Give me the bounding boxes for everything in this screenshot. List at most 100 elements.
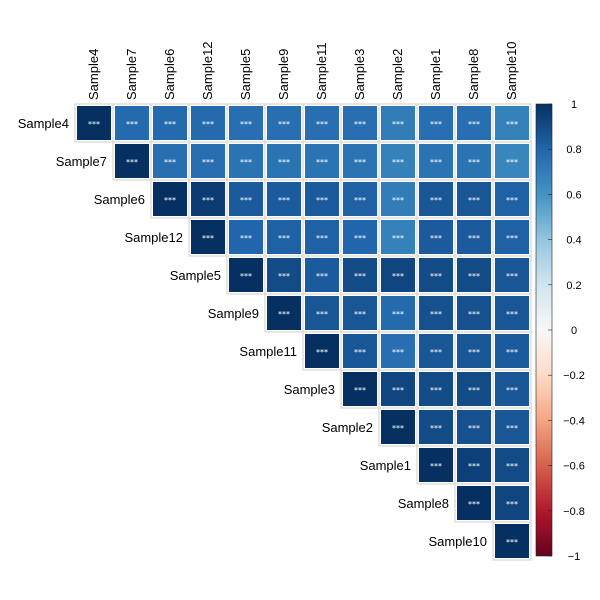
significance-mark: *** — [468, 310, 480, 319]
heatmap-cell-Sample11-Sample2 — [381, 334, 415, 368]
significance-mark: *** — [354, 234, 366, 243]
heatmap-cell-Sample2-Sample1 — [419, 410, 453, 444]
column-label-Sample6: Sample6 — [162, 49, 177, 100]
heatmap-cell-Sample1-Sample8 — [457, 448, 491, 482]
significance-mark: *** — [392, 158, 404, 167]
significance-mark: *** — [354, 348, 366, 357]
significance-mark: *** — [392, 272, 404, 281]
heatmap-cell-Sample12-Sample2 — [381, 220, 415, 254]
heatmap-cell-Sample5-Sample9 — [267, 258, 301, 292]
significance-mark: *** — [430, 158, 442, 167]
colorbar-tick-label: −0.6 — [563, 461, 585, 473]
significance-mark: *** — [354, 310, 366, 319]
heatmap-cell-Sample11-Sample11 — [305, 334, 339, 368]
significance-mark: *** — [316, 158, 328, 167]
colorbar-tick-label: 0.2 — [566, 280, 581, 292]
significance-mark: *** — [240, 272, 252, 281]
heatmap-cell-Sample5-Sample2 — [381, 258, 415, 292]
significance-mark: *** — [392, 386, 404, 395]
heatmap-cell-Sample12-Sample3 — [343, 220, 377, 254]
heatmap-cell-Sample6-Sample9 — [267, 182, 301, 216]
heatmap-cell-Sample7-Sample7 — [115, 144, 149, 178]
significance-mark: *** — [164, 158, 176, 167]
heatmap-cell-Sample6-Sample1 — [419, 182, 453, 216]
row-label-Sample9: Sample9 — [208, 306, 259, 321]
significance-mark: *** — [202, 196, 214, 205]
significance-mark: *** — [506, 500, 518, 509]
heatmap-cell-Sample12-Sample5 — [229, 220, 263, 254]
significance-mark: *** — [430, 196, 442, 205]
heatmap-cell-Sample11-Sample3 — [343, 334, 377, 368]
significance-mark: *** — [506, 158, 518, 167]
column-label-Sample1: Sample1 — [428, 49, 443, 100]
row-label-Sample5: Sample5 — [170, 268, 221, 283]
heatmap-cell-Sample7-Sample5 — [229, 144, 263, 178]
colorbar-tick-label: −0.4 — [563, 415, 585, 427]
heatmap-cell-Sample12-Sample1 — [419, 220, 453, 254]
heatmap-cell-Sample7-Sample10 — [495, 144, 529, 178]
significance-mark: *** — [468, 158, 480, 167]
heatmap-cell-Sample4-Sample3 — [343, 106, 377, 140]
row-label-Sample2: Sample2 — [322, 420, 373, 435]
significance-mark: *** — [468, 272, 480, 281]
heatmap-cell-Sample4-Sample2 — [381, 106, 415, 140]
column-label-Sample12: Sample12 — [200, 41, 215, 100]
colorbar-tick-label: 0.6 — [566, 189, 581, 201]
heatmap-cell-Sample4-Sample5 — [229, 106, 263, 140]
significance-mark: *** — [468, 234, 480, 243]
significance-mark: *** — [316, 348, 328, 357]
significance-mark: *** — [506, 538, 518, 547]
heatmap-cell-Sample9-Sample2 — [381, 296, 415, 330]
significance-mark: *** — [316, 310, 328, 319]
significance-mark: *** — [392, 234, 404, 243]
significance-mark: *** — [202, 120, 214, 129]
significance-mark: *** — [316, 196, 328, 205]
heatmap-cell-Sample1-Sample10 — [495, 448, 529, 482]
significance-mark: *** — [392, 196, 404, 205]
colorbar-tick-label: −0.2 — [563, 370, 585, 382]
heatmap-cell-Sample3-Sample8 — [457, 372, 491, 406]
heatmap-cell-Sample12-Sample11 — [305, 220, 339, 254]
heatmap-cell-Sample5-Sample5 — [229, 258, 263, 292]
row-label-Sample11: Sample11 — [239, 344, 297, 359]
heatmap-cell-Sample3-Sample2 — [381, 372, 415, 406]
heatmap-cell-Sample9-Sample1 — [419, 296, 453, 330]
significance-mark: *** — [506, 386, 518, 395]
significance-mark: *** — [316, 272, 328, 281]
significance-mark: *** — [316, 234, 328, 243]
heatmap-cell-Sample2-Sample10 — [495, 410, 529, 444]
significance-mark: *** — [240, 158, 252, 167]
column-label-Sample7: Sample7 — [124, 49, 139, 100]
significance-mark: *** — [506, 348, 518, 357]
heatmap-cell-Sample12-Sample10 — [495, 220, 529, 254]
watermark-text: 知乎 @ALIEz — [484, 568, 562, 584]
significance-mark: *** — [202, 234, 214, 243]
significance-mark: *** — [278, 272, 290, 281]
heatmap-cell-Sample7-Sample11 — [305, 144, 339, 178]
column-label-Sample4: Sample4 — [86, 49, 101, 100]
significance-mark: *** — [468, 348, 480, 357]
significance-mark: *** — [430, 424, 442, 433]
significance-mark: *** — [468, 196, 480, 205]
heatmap-cell-Sample7-Sample6 — [153, 144, 187, 178]
heatmap-cell-Sample4-Sample6 — [153, 106, 187, 140]
heatmap-cell-Sample6-Sample2 — [381, 182, 415, 216]
significance-mark: *** — [278, 158, 290, 167]
heatmap-cell-Sample4-Sample11 — [305, 106, 339, 140]
heatmap-cell-Sample6-Sample8 — [457, 182, 491, 216]
significance-mark: *** — [506, 424, 518, 433]
heatmap-cell-Sample4-Sample1 — [419, 106, 453, 140]
heatmap-cell-Sample4-Sample12 — [191, 106, 225, 140]
colorbar-tick-label: 0 — [571, 325, 577, 337]
row-label-Sample4: Sample4 — [18, 116, 69, 131]
heatmap-cell-Sample3-Sample10 — [495, 372, 529, 406]
colorbar-tick-label: 0.4 — [566, 235, 581, 247]
heatmap-cell-Sample9-Sample8 — [457, 296, 491, 330]
significance-mark: *** — [316, 120, 328, 129]
significance-mark: *** — [430, 234, 442, 243]
heatmap-cell-Sample10-Sample10 — [495, 524, 529, 558]
heatmap-cell-Sample9-Sample9 — [267, 296, 301, 330]
heatmap-cell-Sample4-Sample10 — [495, 106, 529, 140]
row-label-Sample3: Sample3 — [284, 382, 335, 397]
row-label-Sample7: Sample7 — [56, 154, 107, 169]
